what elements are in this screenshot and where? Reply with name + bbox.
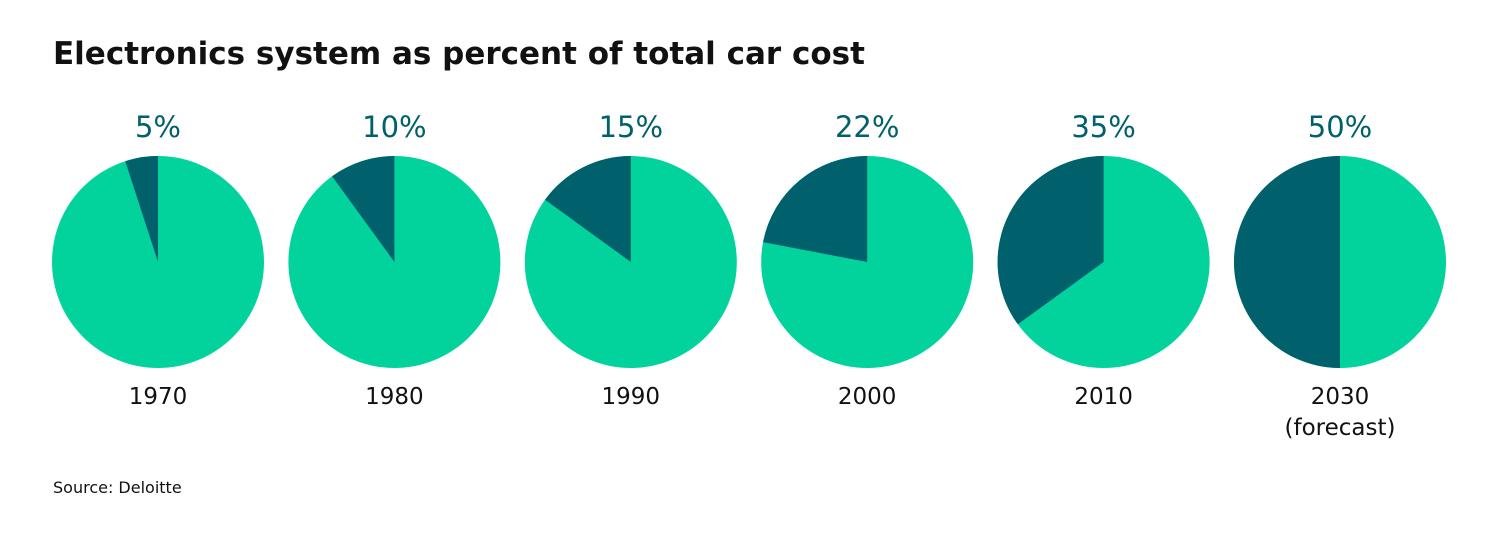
pie-slice bbox=[1234, 156, 1340, 368]
value-label: 50% bbox=[1307, 110, 1373, 144]
value-label: 22% bbox=[834, 110, 900, 144]
pie-slice bbox=[332, 156, 395, 262]
category-label: 2000 bbox=[837, 384, 897, 410]
pie-slice bbox=[545, 156, 631, 262]
value-label: 15% bbox=[598, 110, 664, 144]
pie-slice bbox=[125, 156, 158, 262]
source-note: Source: Deloitte bbox=[53, 478, 182, 497]
category-label: 1990 bbox=[601, 384, 661, 410]
value-label: 10% bbox=[362, 110, 427, 144]
value-label: 5% bbox=[134, 110, 181, 144]
category-label: 2030 (forecast) bbox=[1284, 384, 1396, 441]
category-label: 1980 bbox=[365, 384, 424, 410]
category-label: 1970 bbox=[128, 384, 188, 410]
value-label: 35% bbox=[1071, 110, 1136, 144]
pie-slice bbox=[763, 156, 868, 262]
chart-title: Electronics system as percent of total c… bbox=[53, 36, 865, 72]
pie-slice bbox=[997, 156, 1104, 325]
category-label: 2010 bbox=[1074, 384, 1133, 410]
